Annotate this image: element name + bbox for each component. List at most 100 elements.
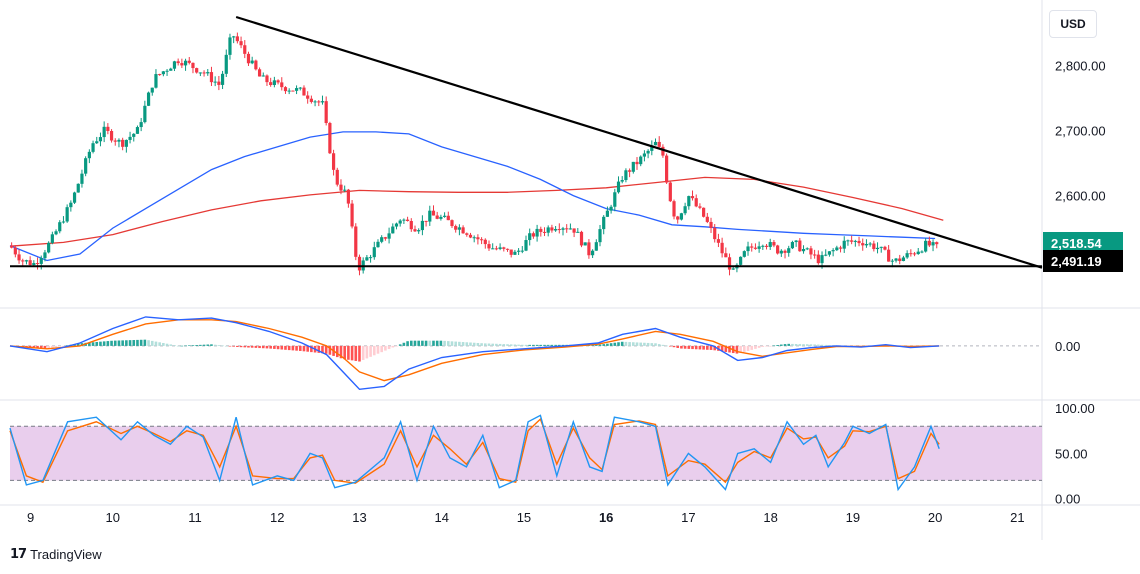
macd-histogram-bar: [343, 345, 346, 360]
candle-body: [235, 36, 239, 42]
candle-body: [191, 62, 195, 69]
candle: [468, 232, 473, 239]
candle-body: [524, 240, 528, 251]
chart-area[interactable]: 2,800.00 2,700.00 2,600.00 0.00 100.00 50.00 0…: [0, 0, 1140, 540]
macd-histogram-bar: [757, 345, 761, 348]
macd-histogram-bar: [276, 345, 280, 350]
candle: [883, 245, 887, 251]
macd-histogram-bar: [532, 344, 535, 346]
candle: [128, 131, 132, 144]
candle-body: [690, 196, 695, 199]
candle-body: [209, 72, 214, 83]
macd-histogram-bar: [224, 345, 228, 347]
candle: [794, 240, 798, 247]
candle: [676, 215, 680, 224]
candle-body: [739, 256, 743, 265]
candle-body: [391, 226, 395, 234]
macd-histogram-bar: [421, 340, 424, 346]
candle: [591, 249, 595, 259]
macd-histogram-bar: [369, 345, 372, 357]
candle: [65, 204, 69, 223]
candle: [524, 235, 528, 252]
chart-svg[interactable]: 2,800.00 2,700.00 2,600.00 0.00 100.00 50.00 0…: [0, 0, 1140, 540]
candle-body: [265, 75, 269, 83]
macd-histogram-bar: [180, 345, 184, 347]
candle-body: [302, 87, 306, 96]
candle-body: [898, 258, 902, 262]
candle-body: [161, 71, 165, 75]
candle-body: [665, 155, 669, 183]
candle: [91, 140, 95, 154]
candle-body: [72, 192, 77, 203]
candle: [465, 232, 469, 237]
candle: [576, 228, 580, 233]
macd-histogram-bar: [694, 345, 698, 350]
candle-body: [539, 228, 543, 232]
macd-histogram-bar: [598, 344, 602, 346]
candle: [376, 239, 380, 248]
candle-body: [650, 145, 654, 151]
candle-body: [272, 80, 276, 86]
candle: [853, 239, 857, 247]
macd-histogram-bar: [228, 345, 232, 347]
currency-selector[interactable]: USD: [1049, 10, 1097, 38]
candle: [479, 237, 484, 245]
macd-histogram-bar: [643, 342, 646, 346]
macd-histogram-bar: [820, 344, 824, 346]
candle: [335, 167, 339, 187]
candle: [132, 133, 136, 142]
candle: [502, 246, 506, 252]
macd-histogram-bar: [528, 344, 532, 346]
candle: [409, 218, 413, 232]
candle: [446, 211, 450, 221]
macd-histogram-bar: [54, 345, 58, 348]
date-tick-label: 19: [846, 510, 860, 525]
candle: [887, 245, 891, 262]
candle: [209, 66, 214, 87]
macd-histogram-bar: [754, 345, 757, 349]
macd-histogram-bar: [661, 344, 665, 346]
macd-histogram-bar: [347, 345, 350, 360]
macd-histogram-bar: [628, 342, 631, 346]
candle-body: [17, 254, 21, 261]
candle-body: [565, 228, 569, 230]
candle-body: [487, 244, 491, 249]
candle-body: [224, 54, 228, 74]
macd-histogram-bar: [506, 344, 509, 346]
candle-body: [542, 231, 547, 233]
candle: [720, 237, 724, 258]
candle-body: [35, 263, 40, 265]
macd-histogram-bar: [335, 345, 339, 358]
candle-body: [76, 183, 80, 193]
candle: [191, 62, 195, 74]
candle-body: [872, 243, 876, 250]
candle-body: [172, 61, 177, 69]
candle-body: [746, 246, 750, 252]
candle-body: [576, 231, 580, 233]
macd-histogram-bar: [117, 340, 121, 346]
candle: [121, 137, 125, 151]
candle-body: [583, 242, 587, 246]
candle: [779, 249, 783, 257]
candle-body: [679, 213, 684, 220]
candle-body: [731, 268, 735, 270]
candlestick-series: [10, 32, 939, 276]
candle-body: [787, 248, 791, 253]
footer-branding[interactable]: 17 TradingView: [10, 545, 102, 563]
macd-histogram-bar: [546, 344, 550, 346]
candle: [435, 211, 439, 220]
candle: [291, 90, 295, 92]
candle-body: [465, 233, 469, 235]
macd-histogram-bar: [354, 345, 358, 361]
macd-histogram-bar: [465, 342, 469, 346]
candle: [442, 212, 447, 218]
stoch-tick-label: 100.00: [1055, 401, 1095, 416]
macd-histogram-bar: [809, 344, 813, 346]
candle-body: [905, 253, 909, 258]
candle-body: [13, 247, 17, 255]
macd-histogram-bar: [113, 340, 117, 346]
candle-body: [620, 180, 624, 182]
candle: [176, 58, 180, 66]
candle: [513, 249, 517, 255]
candle-body: [842, 240, 846, 249]
